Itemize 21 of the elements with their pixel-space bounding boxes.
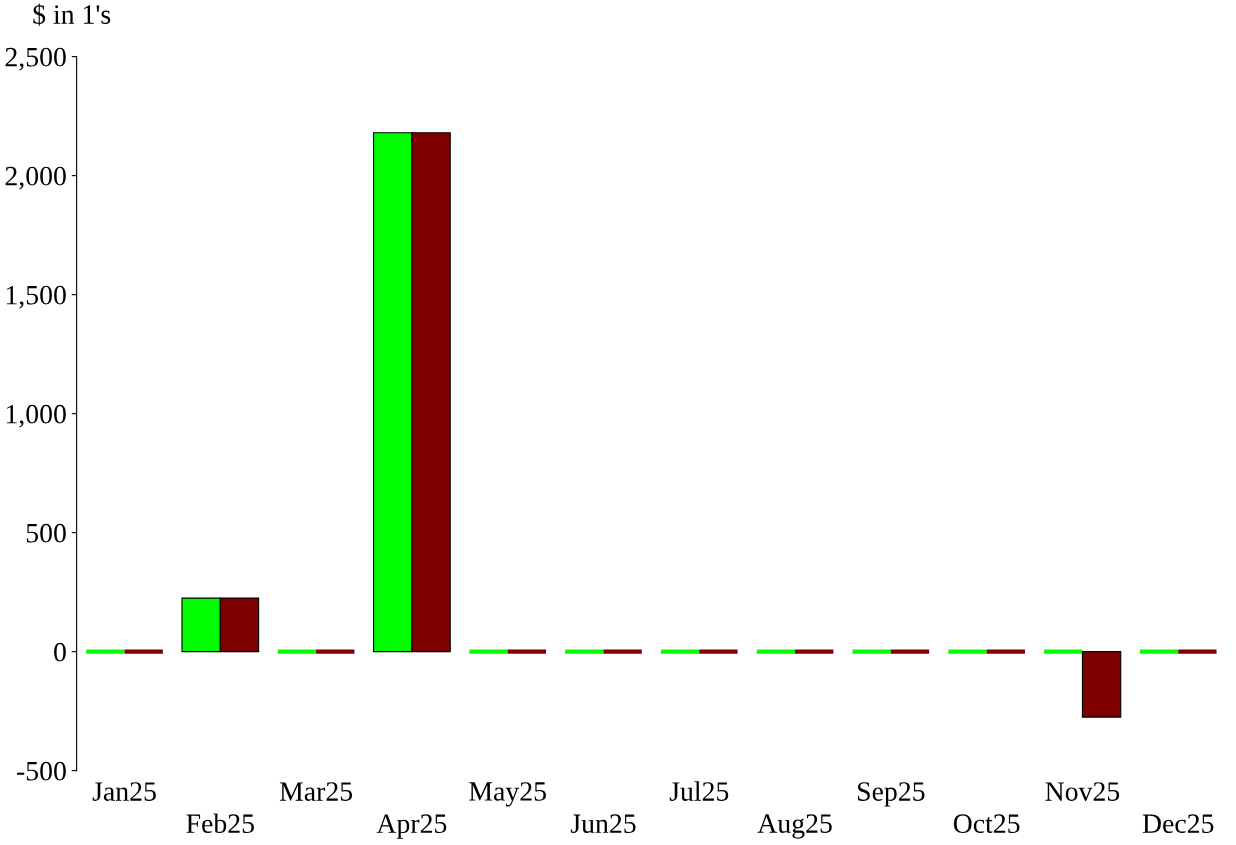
- x-tick-label: Mar25: [279, 782, 353, 801]
- x-tick-label: Jan25: [92, 782, 156, 801]
- y-axis-title: $ in 1's: [33, 3, 111, 26]
- x-tick-label: Dec25: [1142, 814, 1214, 834]
- x-tick-label: Feb25: [186, 813, 254, 834]
- x-tick-label: Aug25: [757, 814, 832, 839]
- y-tick-label: 2,500: [5, 47, 66, 71]
- x-tick-label: Sep25: [857, 782, 925, 807]
- x-tick-label: Jun25: [570, 814, 636, 834]
- x-tick-label: Jul25: [669, 781, 729, 801]
- x-tick-label: May25: [469, 782, 546, 807]
- x-tick-label: Apr25: [376, 814, 447, 839]
- y-tick-label: 1,500: [6, 285, 66, 309]
- y-tick-label: 0: [54, 642, 66, 662]
- y-tick-label: 1,000: [6, 404, 66, 428]
- y-tick-label: 500: [26, 523, 66, 543]
- x-tick-label: Nov25: [1045, 782, 1120, 801]
- y-tick-label: 2,000: [5, 166, 66, 190]
- bar: [1081, 651, 1122, 718]
- x-tick-label: Oct25: [953, 814, 1020, 834]
- y-tick-label: -500: [17, 761, 66, 781]
